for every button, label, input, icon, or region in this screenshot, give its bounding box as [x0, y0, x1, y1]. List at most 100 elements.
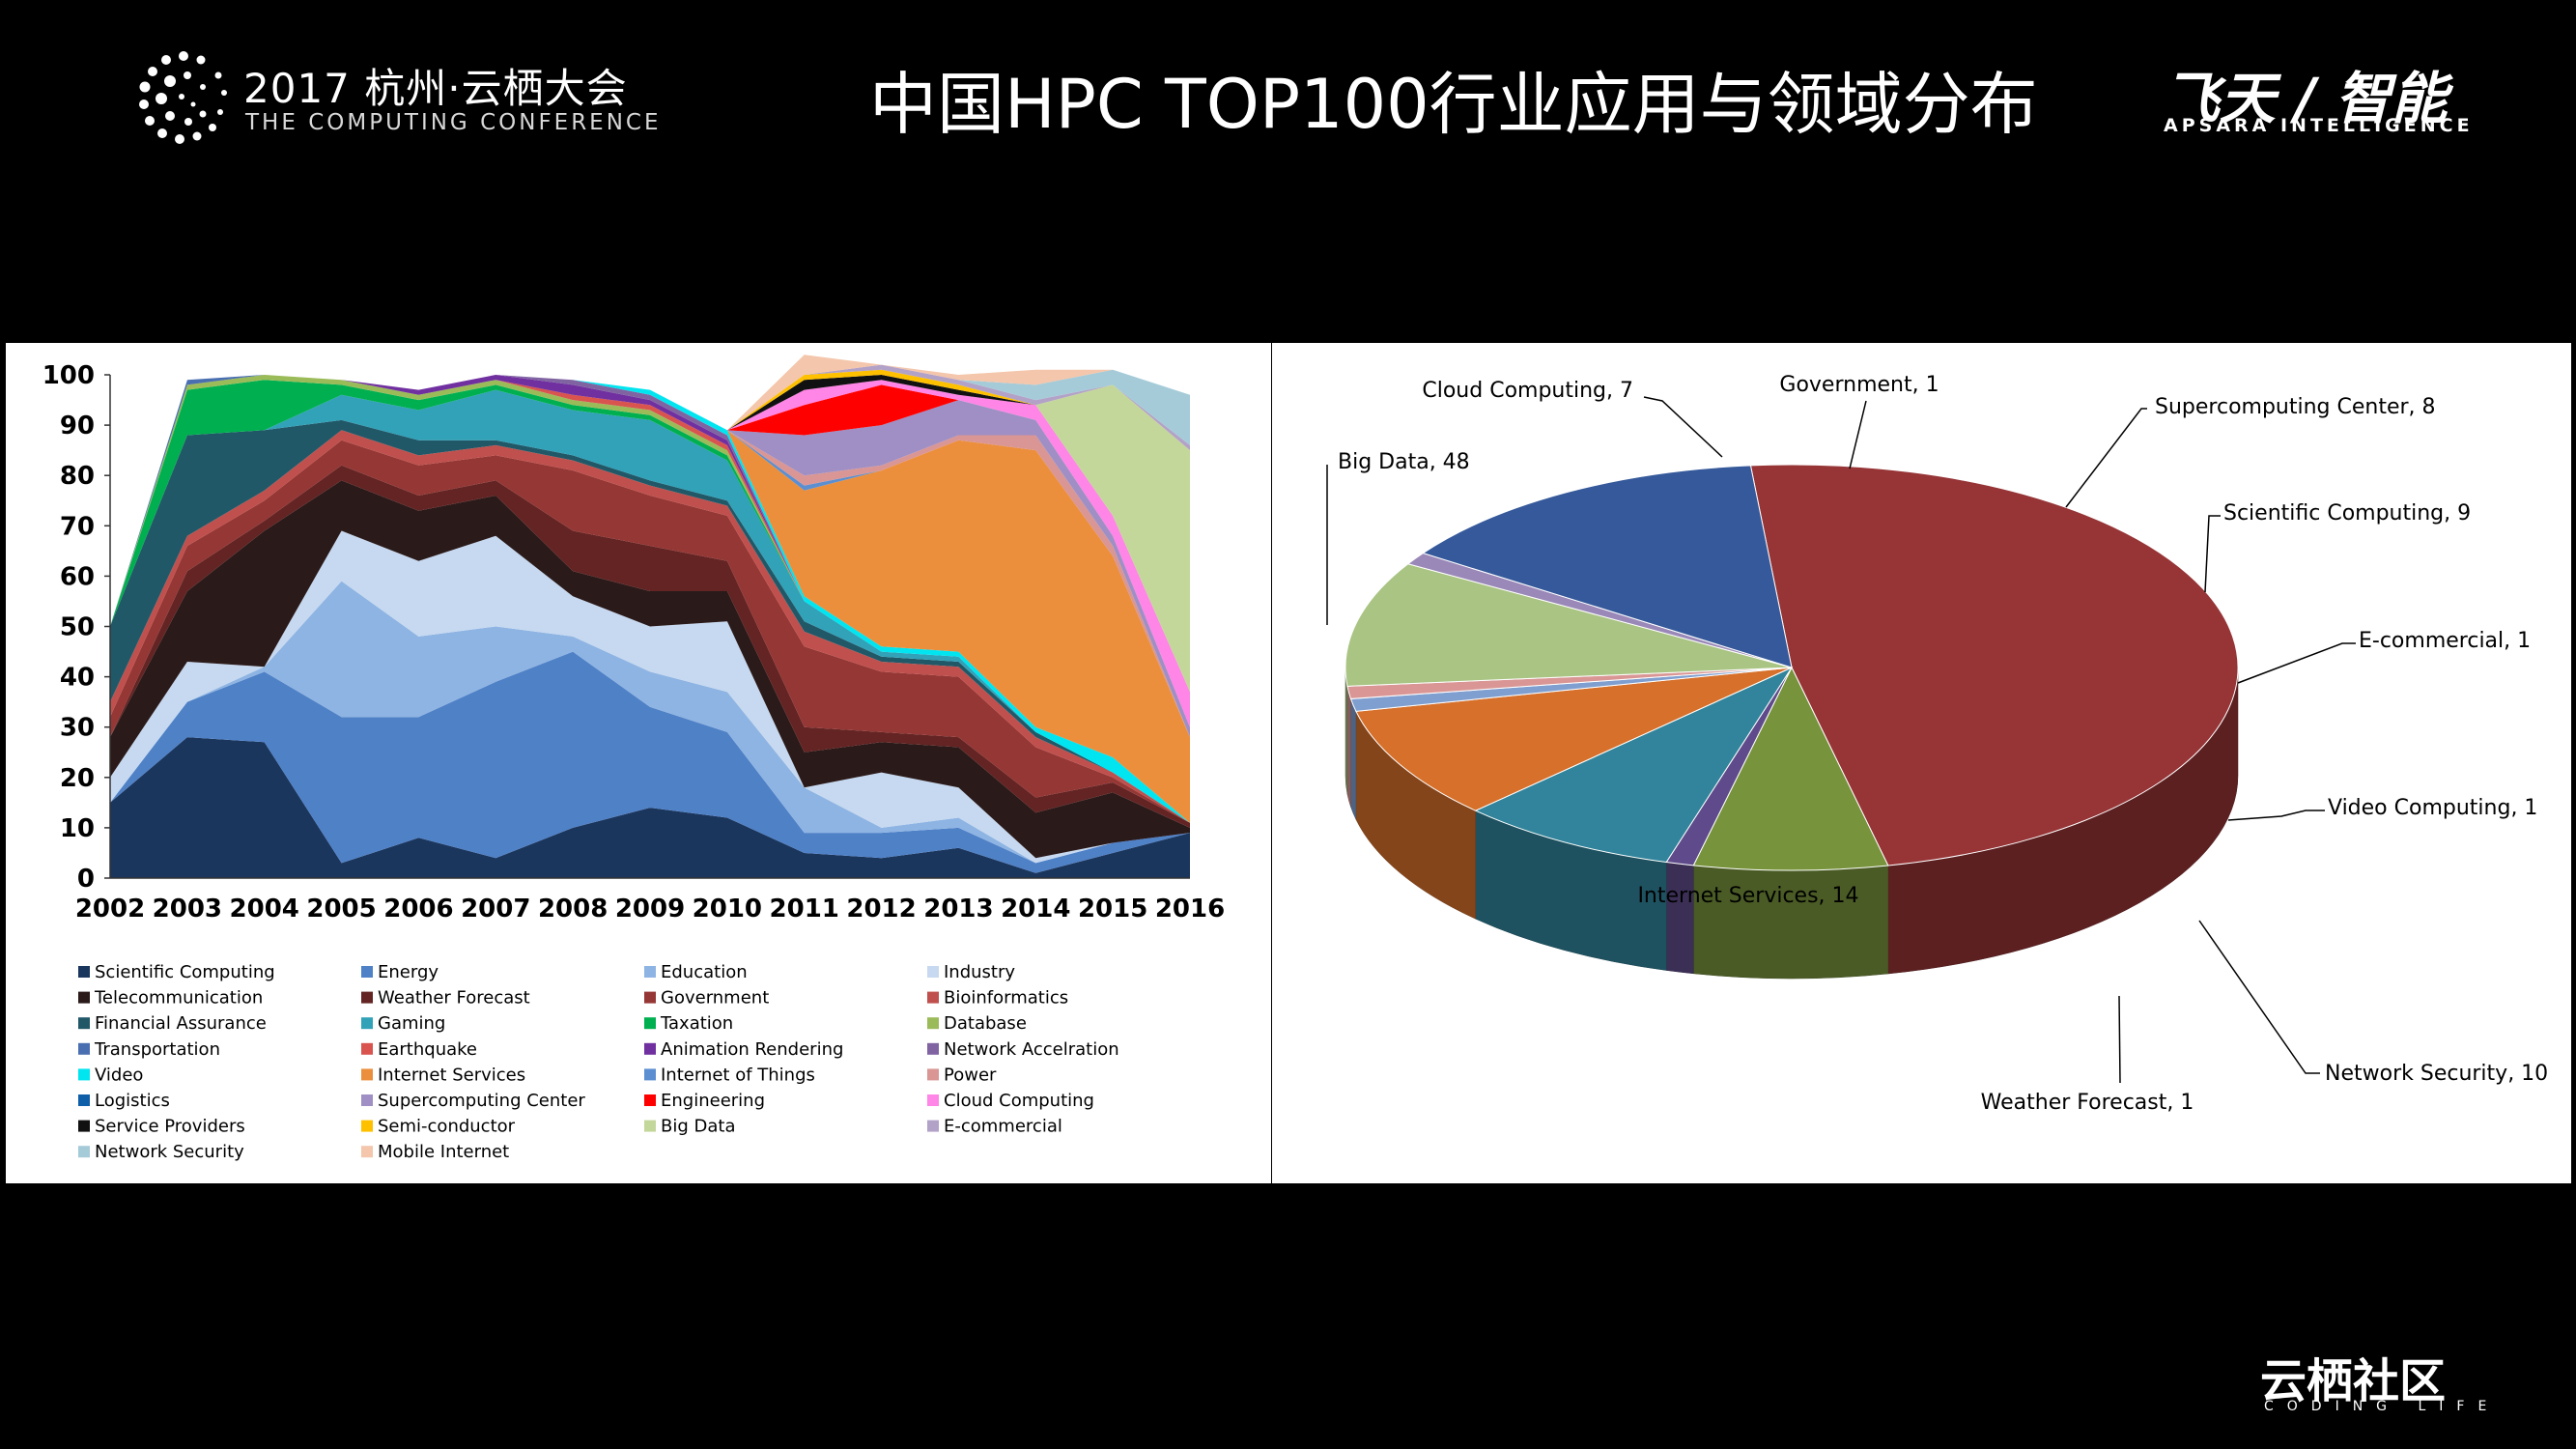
- legend-item-financial-assurance: Financial Assurance: [78, 1013, 267, 1034]
- y-tick-label: 80: [60, 462, 95, 491]
- x-tick-label: 2015: [1078, 895, 1147, 923]
- legend-label: Database: [944, 1013, 1027, 1034]
- pie-label-text: Scientific Computing, 9: [2223, 501, 2471, 526]
- pie-label-big-data: Big Data, 48: [1326, 450, 1470, 625]
- pie-label-text: E-commercial, 1: [2359, 629, 2531, 653]
- pie-label-scientific-computing: Scientific Computing, 9: [2204, 501, 2471, 593]
- x-tick-label: 2008: [538, 895, 608, 923]
- legend-label: Transportation: [94, 1039, 220, 1060]
- legend-swatch: [78, 1146, 90, 1158]
- pie-side-government: [1665, 862, 1694, 975]
- legend-swatch: [361, 1068, 373, 1081]
- pie-side-video-computing: [1346, 686, 1351, 808]
- x-tick-label: 2012: [846, 895, 916, 923]
- legend-label: Cloud Computing: [944, 1091, 1094, 1111]
- area-series-taxation: [110, 380, 1190, 823]
- x-tick-label: 2007: [461, 895, 530, 923]
- pie-side-walls: [1345, 667, 2239, 980]
- area-series-scientific-computing: [110, 737, 1190, 878]
- legend-item-internet-of-things: Internet of Things: [644, 1065, 815, 1085]
- pie-label-text: Government, 1: [1779, 373, 1939, 397]
- legend-item-semi-conductor: Semi-conductor: [361, 1117, 516, 1137]
- leader-line: [1643, 396, 1723, 458]
- legend-swatch: [78, 1094, 90, 1106]
- legend-label: Big Data: [661, 1117, 735, 1137]
- legend-label: Engineering: [661, 1091, 765, 1111]
- pie-labels: Big Data, 48 Cloud Computing, 7 Government…: [1326, 373, 2548, 1115]
- legend-label: Bioinformatics: [944, 988, 1068, 1009]
- brand-en: APSARA INTELLIGENCE: [2164, 115, 2474, 136]
- x-tick-label: 2009: [615, 895, 685, 923]
- y-tick-label: 70: [60, 512, 95, 541]
- legend-swatch: [927, 1068, 939, 1081]
- pie-chart-panel: Big Data, 48 Cloud Computing, 7 Government…: [1272, 343, 2571, 1183]
- legend-item-gaming: Gaming: [361, 1013, 445, 1034]
- area-series-telecommunication: [110, 480, 1190, 859]
- pie-chart: Big Data, 48 Cloud Computing, 7 Government…: [1326, 373, 2548, 1115]
- legend-item-internet-services: Internet Services: [361, 1065, 525, 1085]
- pie-slice-network-security: [1345, 563, 1793, 687]
- pie-label-text: Big Data, 48: [1338, 450, 1470, 474]
- y-tick-label: 0: [77, 865, 95, 894]
- leader-line: [2118, 995, 2121, 1084]
- x-tick-labels: 2002 2003 2004 2005 2006 2007 2008 2009 2010 2011…: [75, 895, 1225, 923]
- area-series-energy: [110, 651, 1190, 873]
- legend-swatch: [927, 966, 939, 978]
- legend-label: Taxation: [660, 1013, 733, 1034]
- area-series-group: [110, 355, 1190, 878]
- legend-item-scientific-computing: Scientific Computing: [78, 962, 275, 982]
- area-series-government: [110, 440, 1190, 823]
- legend-item-mobile-internet: Mobile Internet: [361, 1142, 509, 1162]
- legend-label: Internet Services: [378, 1065, 525, 1085]
- legend-swatch: [361, 1094, 373, 1106]
- legend-label: Supercomputing Center: [378, 1091, 585, 1111]
- x-tick-label: 2013: [923, 895, 993, 923]
- legend-swatch: [927, 1017, 939, 1030]
- legend-label: Education: [661, 962, 748, 982]
- conference-subtitle: THE COMPUTING CONFERENCE: [245, 110, 662, 135]
- legend-item-industry: Industry: [927, 962, 1015, 982]
- legend-swatch: [644, 966, 656, 978]
- legend-item-big-data: Big Data: [644, 1117, 735, 1137]
- legend-label: Scientific Computing: [95, 962, 275, 982]
- legend-item-telecommunication: Telecommunication: [78, 988, 263, 1009]
- pie-slice-internet-services: [1422, 465, 1793, 668]
- footer-logo: 云栖社区 CODING LIFE: [2260, 1343, 2486, 1420]
- legend-label: Weather Forecast: [378, 988, 530, 1009]
- leader-line: [2227, 810, 2325, 821]
- pie-slices: [1345, 464, 2239, 871]
- legend-swatch: [927, 991, 939, 1004]
- legend-swatch: [78, 1068, 90, 1081]
- pie-label-text: Supercomputing Center, 8: [2155, 395, 2436, 419]
- legend-swatch: [644, 1042, 656, 1055]
- area-series-gaming: [110, 389, 1190, 823]
- legend-item-cloud-computing: Cloud Computing: [927, 1091, 1094, 1111]
- y-tick-label: 40: [60, 664, 95, 693]
- legend-label: Earthquake: [378, 1039, 477, 1060]
- legend-label: Financial Assurance: [95, 1013, 267, 1034]
- legend-label: Gaming: [378, 1013, 445, 1034]
- legend-swatch: [644, 1017, 656, 1030]
- legend-item-government: Government: [644, 988, 769, 1009]
- legend-swatch: [78, 1042, 90, 1055]
- footer-brand-en: CODING LIFE: [2264, 1399, 2501, 1414]
- pie-label-text: Network Security, 10: [2325, 1062, 2548, 1086]
- leader-line: [2065, 408, 2147, 508]
- legend-swatch: [927, 1042, 939, 1055]
- leader-line: [1849, 400, 1867, 469]
- legend-item-network-security: Network Security: [78, 1142, 244, 1162]
- x-tick-label: 2002: [75, 895, 145, 923]
- area-series-education: [110, 581, 1190, 864]
- legend-swatch: [644, 1094, 656, 1106]
- y-tick-label: 20: [60, 764, 95, 793]
- pie-label-text: Internet Services, 14: [1637, 884, 1858, 908]
- legend-swatch: [78, 966, 90, 978]
- legend-label: Telecommunication: [94, 988, 263, 1009]
- y-tick-label: 90: [60, 412, 95, 440]
- area-series-industry: [110, 530, 1190, 864]
- legend-item-network-accelration: Network Accelration: [927, 1039, 1119, 1060]
- pie-label-text: Weather Forecast, 1: [1981, 1091, 2194, 1115]
- legend-label: Government: [661, 988, 769, 1009]
- legend-swatch: [361, 966, 373, 978]
- pie-label-e-commercial: E-commercial, 1: [2237, 629, 2531, 684]
